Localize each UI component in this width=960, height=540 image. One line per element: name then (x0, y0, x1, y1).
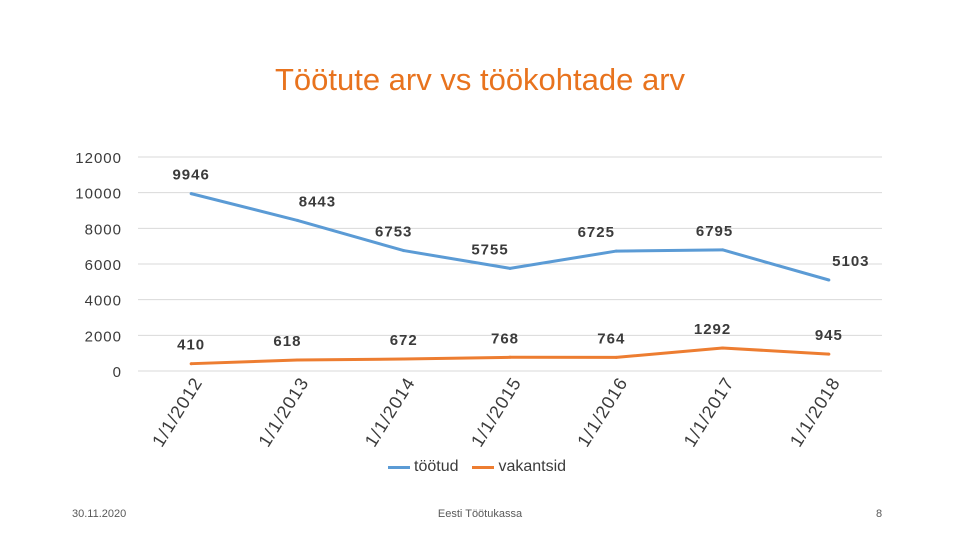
data-point (295, 358, 299, 362)
data-point (402, 357, 406, 361)
data-point (402, 249, 406, 253)
data-label: 5755 (471, 241, 508, 258)
x-tick-label: 1/1/2015 (467, 374, 525, 451)
series-lines (189, 192, 831, 366)
y-tick-label: 12000 (75, 150, 122, 167)
chart-legend: töötud vakantsid (388, 458, 566, 476)
x-tick-label: 1/1/2012 (148, 374, 206, 451)
data-label: 618 (273, 333, 301, 350)
y-tick-label: 10000 (75, 186, 122, 203)
x-tick-label: 1/1/2014 (361, 374, 419, 451)
data-label: 764 (597, 330, 625, 347)
data-labels: 9946 8443 6753 5755 6725 6795 5103 410 618 672 768… (172, 167, 869, 354)
data-label: 9946 (172, 167, 209, 184)
x-axis-ticks: 1/1/2012 1/1/2013 1/1/2014 1/1/2015 1/1/2016… (148, 374, 844, 451)
data-label: 945 (815, 327, 843, 344)
data-label: 410 (177, 337, 205, 354)
slide-title: Töötute arv vs töökohtade arv (274, 62, 686, 97)
data-label: 6795 (696, 223, 733, 240)
x-tick-label: 1/1/2016 (573, 374, 631, 451)
footer-date: 30.11.2020 (72, 508, 127, 520)
y-tick-label: 2000 (85, 328, 122, 345)
data-label: 6725 (578, 224, 615, 241)
y-tick-label: 0 (113, 364, 122, 381)
legend-item-vakantsid: vakantsid (472, 458, 566, 476)
data-point (189, 362, 193, 366)
data-label: 6753 (375, 224, 412, 241)
data-point (721, 346, 725, 350)
data-label: 8443 (299, 193, 336, 210)
data-point (827, 278, 831, 282)
data-point (508, 355, 512, 359)
gridlines (138, 156, 882, 372)
data-label: 672 (390, 332, 418, 349)
data-point (508, 266, 512, 270)
data-point (614, 355, 618, 359)
page-number: 8 (876, 508, 883, 520)
legend-swatch-tootud (388, 465, 410, 469)
legend-item-tootud: töötud (388, 458, 458, 476)
data-label: 1292 (694, 321, 731, 338)
y-tick-label: 6000 (85, 257, 122, 274)
y-tick-label: 4000 (85, 293, 122, 310)
legend-label-tootud: töötud (414, 458, 459, 475)
data-point (721, 248, 725, 252)
data-label: 768 (491, 330, 519, 347)
y-tick-label: 8000 (85, 221, 122, 238)
x-tick-label: 1/1/2013 (254, 374, 312, 451)
data-point (189, 192, 193, 196)
y-axis-ticks: 12000 10000 8000 6000 4000 2000 0 (75, 150, 122, 381)
legend-label-vakantsid: vakantsid (498, 458, 567, 475)
legend-swatch-vakantsid (472, 465, 495, 469)
data-point (827, 352, 831, 356)
x-tick-label: 1/1/2017 (680, 374, 738, 451)
footer-organization: Eesti Töötukassa (437, 508, 523, 520)
x-tick-label: 1/1/2018 (786, 374, 844, 451)
data-label: 5103 (832, 253, 869, 270)
data-point (614, 249, 618, 253)
data-point (295, 218, 299, 222)
